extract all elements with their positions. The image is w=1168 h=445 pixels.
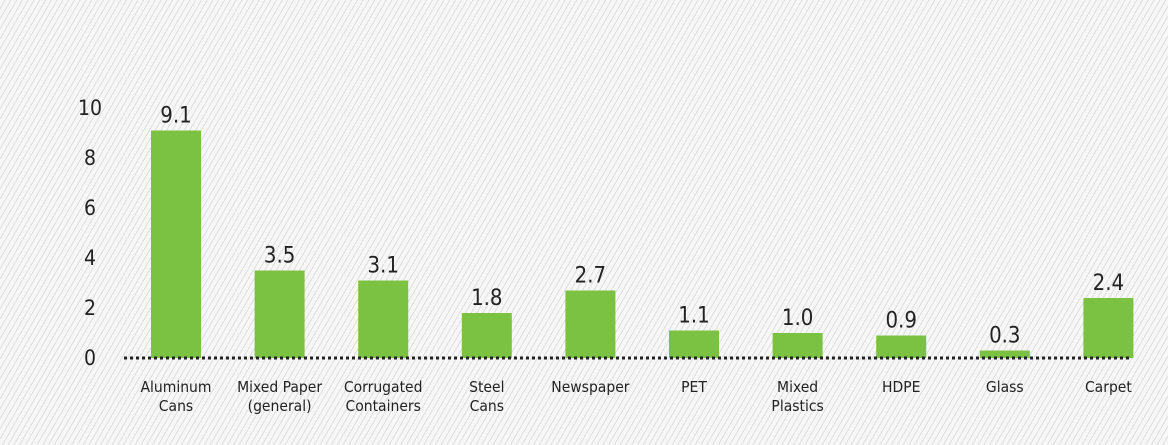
x-tick-label: Newspaper xyxy=(551,378,630,396)
value-label: 2.4 xyxy=(1093,271,1124,296)
value-label: 2.7 xyxy=(575,264,606,289)
bars: 9.1 3.5 3.1 1.8 2.7 1.1 1.0 0.9 0.3 2.4 xyxy=(151,104,1134,358)
x-tick-label: Glass xyxy=(986,378,1024,396)
value-label: 3.1 xyxy=(367,254,398,279)
x-tick-label: Containers xyxy=(345,397,420,415)
bar xyxy=(151,130,201,358)
x-tick-label: Steel xyxy=(469,378,504,396)
bar xyxy=(772,333,823,358)
x-tick-label: Cans xyxy=(470,397,504,415)
bar xyxy=(979,350,1030,358)
bar xyxy=(876,335,927,358)
y-tick-label: 6 xyxy=(84,196,96,220)
value-label: 1.0 xyxy=(782,306,813,331)
bar xyxy=(565,290,616,358)
y-tick-label: 0 xyxy=(84,346,96,370)
y-tick-label: 8 xyxy=(84,146,96,170)
x-tick-label: HDPE xyxy=(882,378,920,396)
bar xyxy=(254,270,305,358)
value-label: 0.9 xyxy=(885,309,916,334)
value-label: 1.1 xyxy=(678,304,709,329)
x-tick-label: Corrugated xyxy=(344,378,423,396)
x-tick-label: Mixed Paper xyxy=(237,378,322,396)
bar xyxy=(461,313,512,358)
bar xyxy=(669,330,719,358)
bar xyxy=(1083,298,1134,358)
x-tick-label: PET xyxy=(681,378,707,396)
x-tick-label: (general) xyxy=(248,397,312,415)
value-label: 0.3 xyxy=(989,324,1020,349)
x-tick-label: Plastics xyxy=(771,397,823,415)
y-axis: 0 2 4 6 8 10 xyxy=(78,96,102,370)
y-tick-label: 10 xyxy=(78,96,102,120)
x-tick-label: Mixed xyxy=(777,378,818,396)
y-tick-label: 4 xyxy=(84,246,96,270)
y-tick-label: 2 xyxy=(84,296,96,320)
x-tick-label: Aluminum xyxy=(141,378,212,396)
value-label: 1.8 xyxy=(471,286,502,311)
bar xyxy=(358,280,409,358)
value-label: 9.1 xyxy=(160,104,191,129)
x-tick-label: Carpet xyxy=(1085,378,1132,396)
x-tick-label: Cans xyxy=(159,397,193,415)
value-label: 3.5 xyxy=(264,244,295,269)
